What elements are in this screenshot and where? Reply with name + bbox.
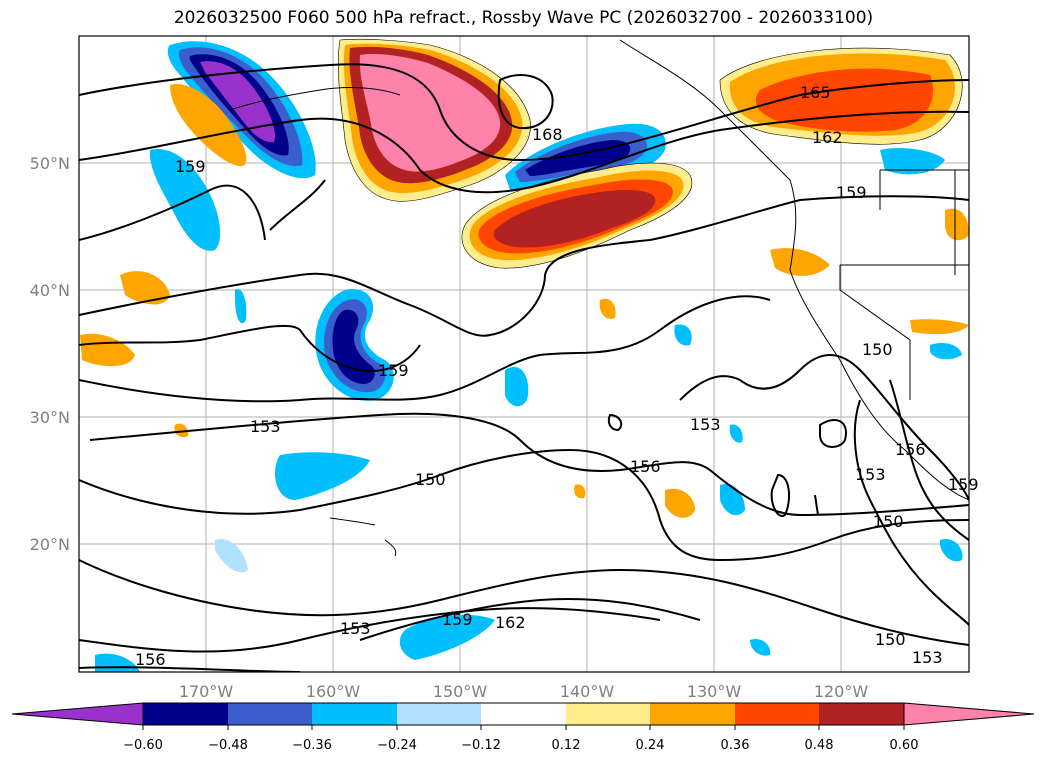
lon-label: 120°W — [814, 682, 869, 701]
lat-label: 50°N — [30, 154, 70, 173]
colorbar-tick-label: 0.24 — [636, 738, 665, 753]
map-title: 2026032500 F060 500 hPa refract., Rossby… — [173, 8, 874, 28]
contour-label: 150 — [873, 512, 904, 531]
coastlines — [229, 39, 969, 557]
contour-label: 159 — [378, 361, 409, 380]
lon-label: 160°W — [306, 682, 361, 701]
lat-label: 30°N — [30, 408, 70, 427]
lat-label: 20°N — [30, 535, 70, 554]
contour-label: 150 — [415, 470, 446, 489]
colorbar-outline — [142, 702, 905, 726]
colorbar-min-extension — [11, 702, 144, 726]
contour-label: 162 — [495, 613, 526, 632]
latitude-labels: 50°N 40°N 30°N 20°N — [30, 154, 70, 554]
colorbar: −0.60 −0.48 −0.36 −0.24 −0.12 0.12 0.24 … — [11, 702, 1035, 753]
contour-label: 156 — [135, 650, 166, 669]
contour-label: 153 — [250, 417, 281, 436]
geopotential-contours — [79, 63, 969, 672]
contour-label: 162 — [812, 128, 843, 147]
contour-label: 159 — [175, 157, 206, 176]
contour-label: 159 — [948, 475, 979, 494]
colorbar-swatch — [312, 703, 397, 725]
contour-label-group: 165 168 162 159 159 159 153 150 156 153 … — [135, 83, 979, 669]
contour-label: 159 — [442, 610, 473, 629]
contour-label: 159 — [836, 183, 867, 202]
colorbar-swatch — [566, 703, 650, 725]
colorbar-tick-label: 0.12 — [552, 738, 581, 753]
lon-label: 170°W — [179, 682, 234, 701]
colorbar-tick-label: −0.60 — [123, 738, 163, 753]
contour-label: 156 — [630, 457, 661, 476]
colorbar-swatch — [228, 703, 312, 725]
colorbar-swatch — [397, 703, 481, 725]
contour-label: 168 — [532, 125, 563, 144]
contour-label: 153 — [340, 619, 371, 638]
colorbar-tick-label: −0.48 — [208, 738, 248, 753]
colorbar-ticks — [142, 725, 905, 730]
colorbar-tick-label: 0.48 — [805, 738, 834, 753]
colorbar-tick-label: −0.36 — [292, 738, 332, 753]
longitude-labels: 170°W 160°W 150°W 140°W 130°W 120°W — [179, 682, 869, 701]
contour-label: 156 — [895, 440, 926, 459]
colorbar-tick-label: 0.36 — [721, 738, 750, 753]
contour-label: 153 — [690, 415, 721, 434]
contour-label: 153 — [912, 648, 943, 667]
colorbar-swatch — [819, 703, 904, 725]
lon-label: 130°W — [687, 682, 742, 701]
map-frame — [78, 35, 970, 673]
contour-label: 153 — [855, 465, 886, 484]
colorbar-max-extension — [903, 702, 1035, 726]
colorbar-tick-label: 0.60 — [890, 738, 919, 753]
contour-label: 150 — [875, 630, 906, 649]
colorbar-tick-label: −0.24 — [377, 738, 417, 753]
colorbar-swatch — [143, 703, 228, 725]
zero-contours — [337, 38, 963, 269]
colorbar-tick-label: −0.12 — [461, 738, 501, 753]
lon-label: 150°W — [433, 682, 488, 701]
contour-label: 150 — [862, 340, 893, 359]
lon-label: 140°W — [560, 682, 615, 701]
colorbar-swatch — [650, 703, 735, 725]
refractivity-shading — [80, 39, 969, 672]
lat-label: 40°N — [30, 281, 70, 300]
colorbar-swatch — [481, 703, 566, 725]
contour-label: 165 — [800, 83, 831, 102]
colorbar-swatch — [735, 703, 819, 725]
